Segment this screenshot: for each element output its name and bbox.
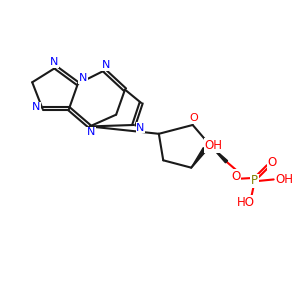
Text: N: N: [87, 127, 95, 137]
Text: N: N: [79, 74, 87, 83]
Text: OH: OH: [204, 139, 222, 152]
Text: OH: OH: [276, 173, 294, 186]
Text: N: N: [136, 123, 145, 133]
Text: HO: HO: [237, 196, 255, 209]
Text: O: O: [268, 156, 277, 169]
Text: N: N: [102, 60, 110, 70]
Text: O: O: [189, 113, 198, 124]
Text: N: N: [32, 102, 40, 112]
Polygon shape: [191, 148, 206, 168]
Text: N: N: [50, 57, 58, 67]
Text: O: O: [232, 170, 241, 183]
Text: P: P: [251, 174, 258, 188]
Polygon shape: [210, 146, 228, 163]
